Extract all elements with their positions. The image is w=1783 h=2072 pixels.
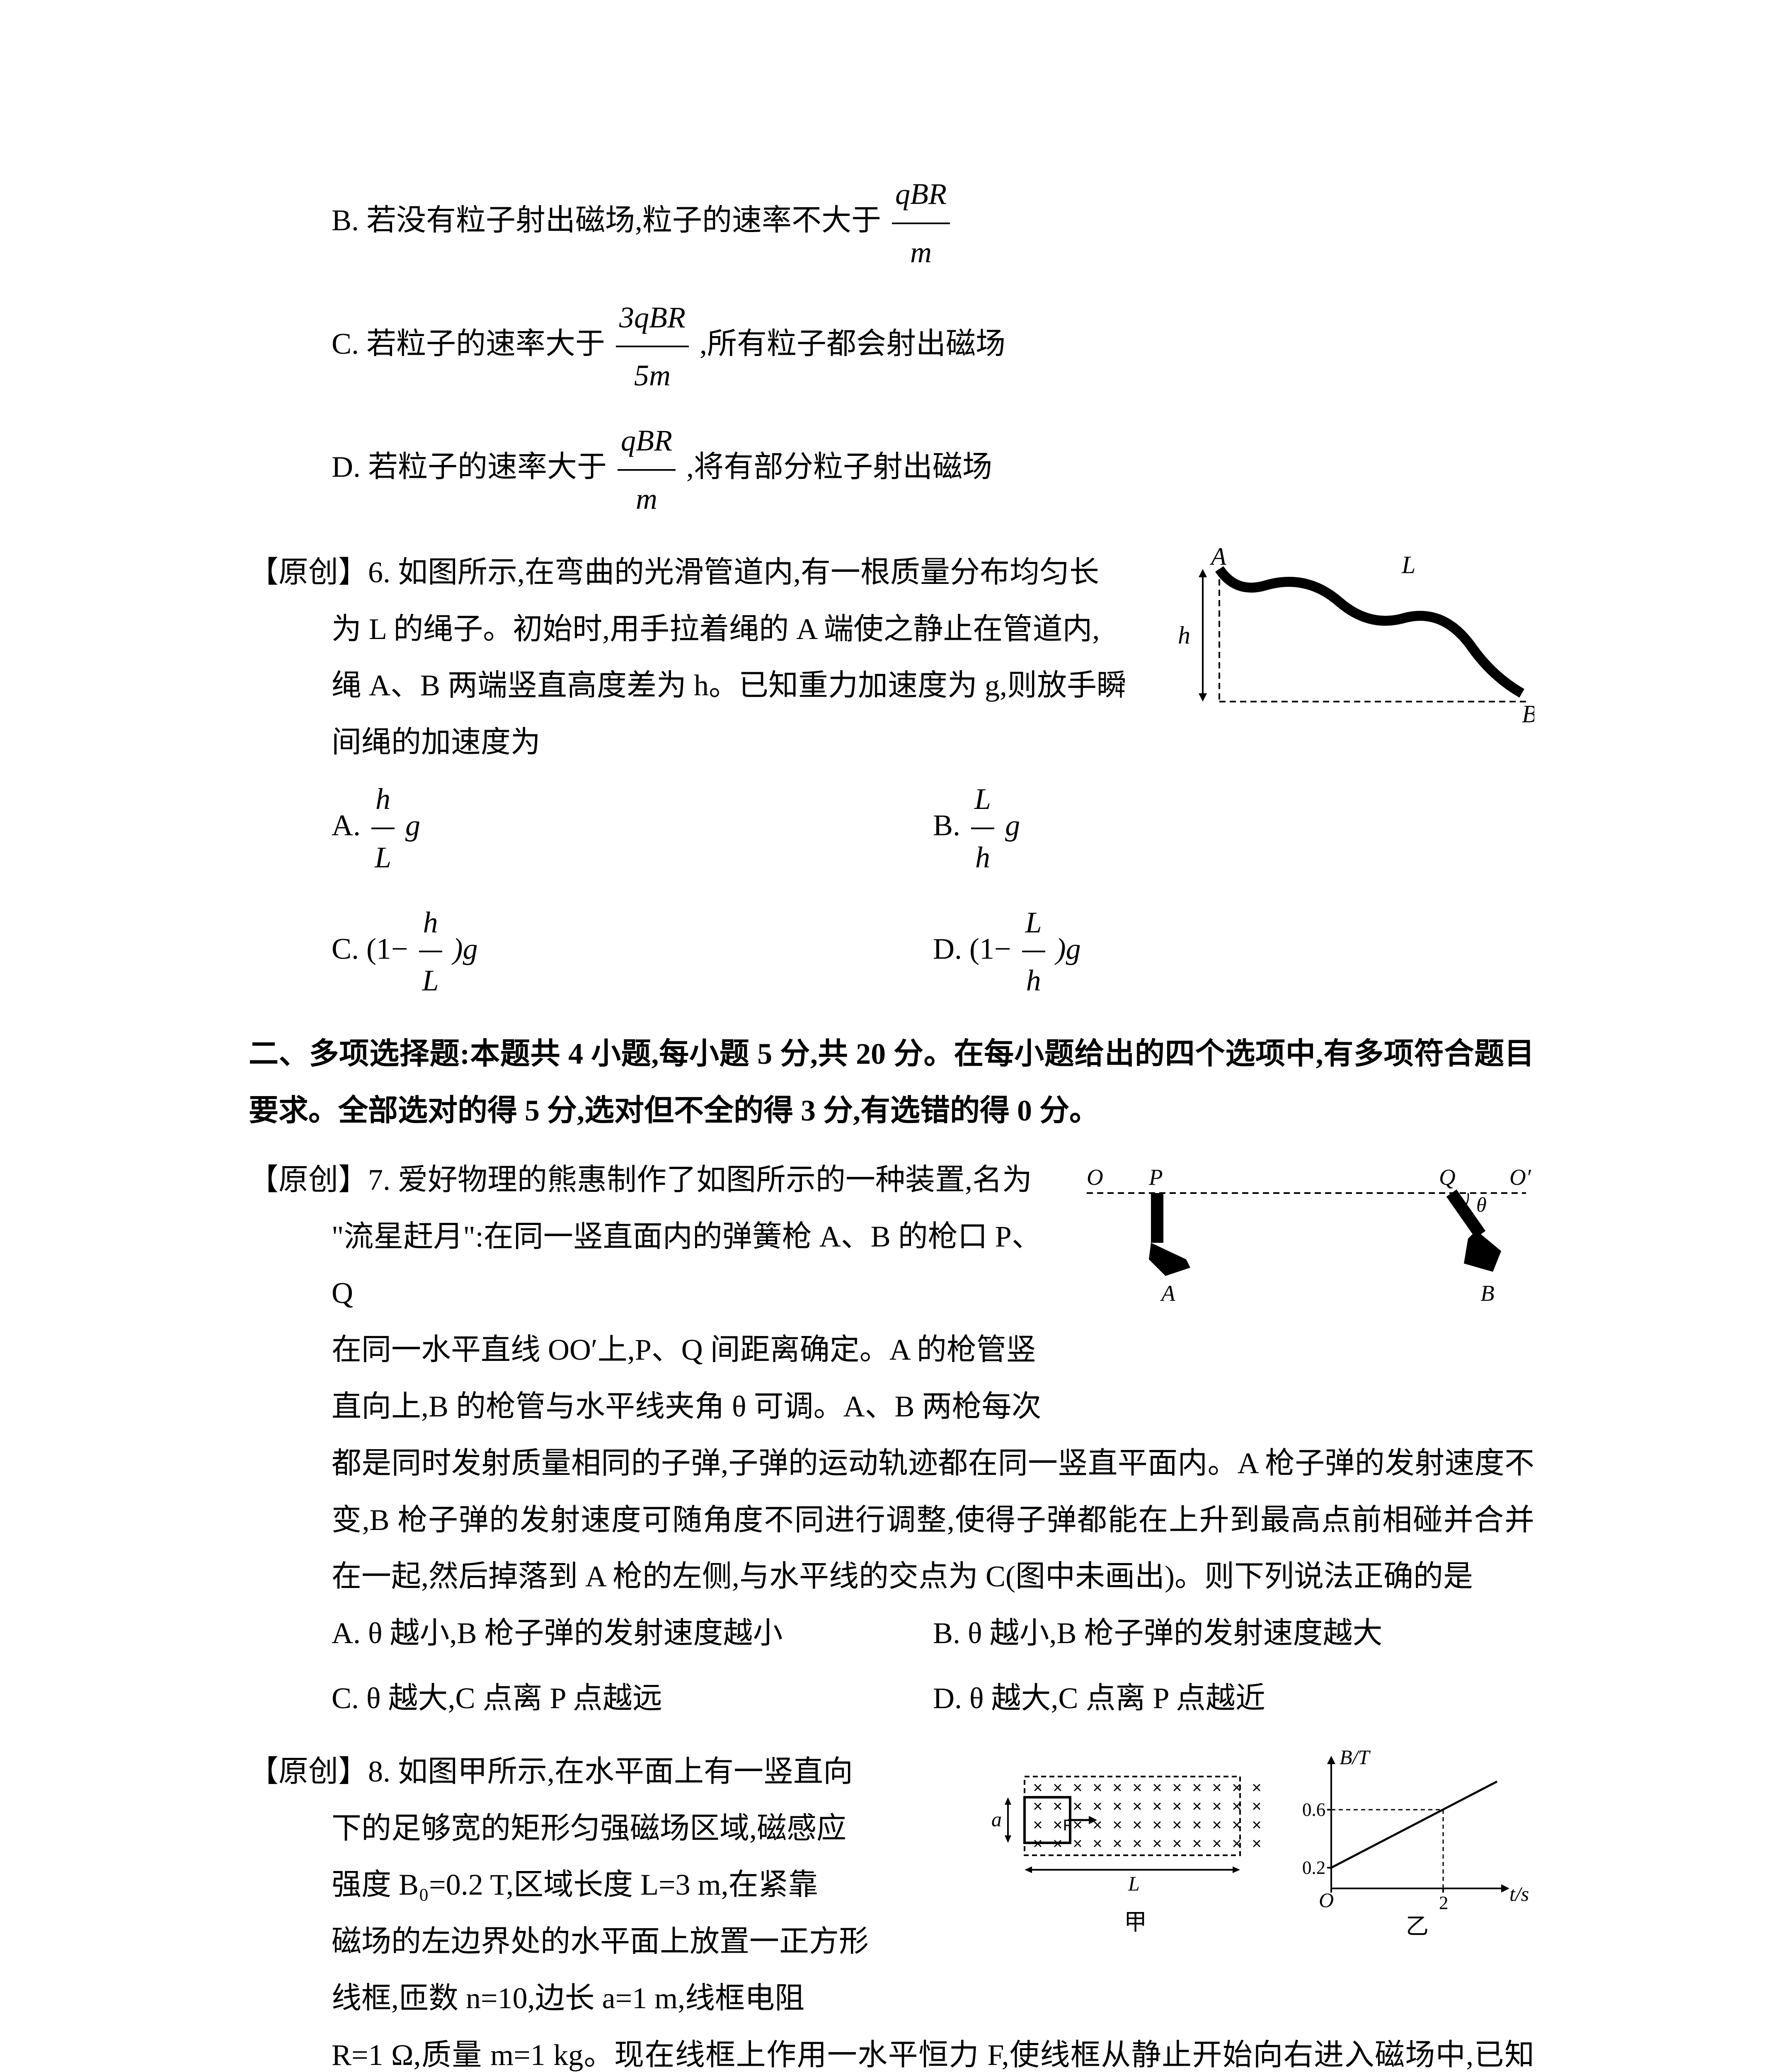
q5-d-tail: ,将有部分粒子射出磁场 (686, 450, 992, 484)
q7-fig-Q: Q (1439, 1164, 1456, 1190)
svg-text:× × × × × × × × × × × ×: × × × × × × × × × × × × (1033, 1836, 1262, 1854)
svg-text:O: O (1319, 1888, 1334, 1912)
q6-line1: 如图所示,在弯曲的光滑管道内,有一根质量分布均匀长 (398, 556, 1099, 589)
q7-line2: "流星赶月":在同一竖直面内的弹簧枪 A、B 的枪口 P、Q (249, 1208, 1062, 1322)
q6-fig-B: B (1522, 700, 1534, 728)
q8: 【原创】8. 如图甲所示,在水平面上有一竖直向 下的足够宽的矩形匀强磁场区域,磁… (249, 1743, 1534, 2072)
svg-text:2: 2 (1439, 1893, 1449, 1913)
q7-option-d: D. θ 越大,C 点离 P 点越近 (933, 1670, 1534, 1727)
q7-fig-A: A (1160, 1280, 1175, 1306)
svg-text:× × × × × × × × × × × ×: × × × × × × × × × × × × (1033, 1798, 1262, 1817)
q7-line1: 爱好物理的熊惠制作了如图所示的一种装置,名为 (398, 1163, 1032, 1196)
svg-text:甲: 甲 (1124, 1910, 1147, 1935)
q7-line3: 在同一水平直线 OO′上,P、Q 间距离确定。A 的枪管竖 (249, 1322, 1062, 1378)
q6-option-b: B. L h g (933, 771, 1534, 886)
q7-tag: 【原创】7. (249, 1163, 398, 1196)
q7-line5: 都是同时发射质量相同的子弹,子弹的运动轨迹都在同一竖直平面内。A 枪子弹的发射速… (249, 1435, 1534, 1605)
svg-text:L: L (1128, 1872, 1140, 1895)
q5-option-d: D. 若粒子的速率大于 qBR m ,将有部分粒子射出磁场 (332, 412, 1534, 528)
q6-arrow-up (1199, 569, 1207, 577)
svg-text:a: a (991, 1808, 1002, 1831)
q8-text-block: 【原创】8. 如图甲所示,在水平面上有一竖直向 下的足够宽的矩形匀强磁场区域,磁… (249, 1743, 958, 2027)
q7-fig-theta: θ (1476, 1193, 1487, 1216)
q8-line5: 线框,匝数 n=10,边长 a=1 m,线框电阻 (249, 1970, 958, 2027)
q5-c-tail: ,所有粒子都会射出磁场 (700, 327, 1005, 360)
svg-text:乙: 乙 (1406, 1914, 1429, 1939)
q7-text-block: 【原创】7. 爱好物理的熊惠制作了如图所示的一种装置,名为 "流星赶月":在同一… (249, 1152, 1062, 1435)
q5-d-text: D. 若粒子的速率大于 (332, 450, 607, 484)
q8-line6: R=1 Ω,质量 m=1 kg。现在线框上作用一水平恒力 F,使线框从静止开始向… (249, 2027, 1534, 2072)
q8-tag: 【原创】8. (249, 1755, 398, 1788)
q6-line3: 绳 A、B 两端竖直高度差为 h。已知重力加速度为 g,则放手瞬 (249, 657, 1145, 714)
q7-option-c: C. θ 越大,C 点离 P 点越远 (332, 1670, 933, 1727)
q8-fig-yi: B/T t/s O 0.2 0.6 2 乙 (1302, 1745, 1529, 1939)
q8-figure: × × × × × × × × × × × × × × × × × × × × … (975, 1743, 1534, 1969)
q8-line2: 下的足够宽的矩形匀强磁场区域,磁感应 (249, 1800, 958, 1857)
q6-option-d: D. (1− L h )g (933, 894, 1534, 1009)
q5-c-fraction: 3qBR 5m (616, 289, 689, 404)
q5-b-text: B. 若没有粒子射出磁场,粒子的速率不大于 (332, 203, 881, 237)
q7-line4: 直向上,B 的枪管与水平线夹角 θ 可调。A、B 两枪每次 (249, 1378, 1062, 1435)
q7-gunA-body (1149, 1243, 1190, 1276)
section2-header: 二、多项选择题:本题共 4 小题,每小题 5 分,共 20 分。在每小题给出的四… (249, 1026, 1534, 1139)
q6-line2: 为 L 的绳子。初始时,用手拉着绳的 A 端使之静止在管道内, (249, 601, 1145, 658)
svg-text:0.2: 0.2 (1302, 1857, 1325, 1878)
q7-option-b: B. θ 越小,B 枪子弹的发射速度越大 (933, 1605, 1534, 1662)
q8-fig-jia: × × × × × × × × × × × × × × × × × × × × … (991, 1777, 1262, 1935)
q6-fig-h: h (1178, 622, 1190, 649)
q6-line4: 间绳的加速度为 (249, 714, 1145, 771)
q6-fig-L: L (1401, 551, 1415, 579)
q6-text-block: 【原创】6. 如图所示,在弯曲的光滑管道内,有一根质量分布均匀长 为 L 的绳子… (249, 544, 1145, 771)
q6-arrow-down (1199, 693, 1207, 702)
q6-fig-A: A (1209, 544, 1226, 570)
q5-c-text: C. 若粒子的速率大于 (332, 327, 605, 360)
q7-figure: O O′ P A Q θ B (1078, 1152, 1534, 1336)
q6-option-a: A. h L g (332, 771, 933, 886)
q6-figure: A L h B (1161, 544, 1534, 749)
q6-option-c: C. (1− h L )g (332, 894, 933, 1009)
q8-line3: 强度 B₀=0.2 T,区域长度 L=3 m,在紧靠 (249, 1857, 958, 1913)
q5-option-c: C. 若粒子的速率大于 3qBR 5m ,所有粒子都会射出磁场 (332, 289, 1534, 404)
q5-b-fraction: qBR m (892, 166, 950, 281)
q7: 【原创】7. 爱好物理的熊惠制作了如图所示的一种装置,名为 "流星赶月":在同一… (249, 1152, 1534, 1727)
q5-d-fraction: qBR m (618, 412, 676, 528)
q8-line4: 磁场的左边界处的水平面上放置一正方形 (249, 1913, 958, 1970)
svg-text:t/s: t/s (1509, 1882, 1529, 1905)
q7-gunB-body (1464, 1230, 1501, 1272)
svg-text:0.6: 0.6 (1302, 1799, 1325, 1820)
q6: 【原创】6. 如图所示,在弯曲的光滑管道内,有一根质量分布均匀长 为 L 的绳子… (249, 544, 1534, 1009)
q6-rope-curve (1219, 569, 1522, 693)
svg-text:× ×F× × × × × × × × × ×: × ×F× × × × × × × × × × (1033, 1817, 1262, 1836)
q7-fig-O: O (1087, 1164, 1103, 1190)
q5-options-continued: B. 若没有粒子射出磁场,粒子的速率不大于 qBR m C. 若粒子的速率大于 … (249, 166, 1534, 528)
q7-fig-P: P (1148, 1164, 1163, 1190)
q7-option-a: A. θ 越小,B 枪子弹的发射速度越小 (332, 1605, 933, 1662)
q8-line1: 如图甲所示,在水平面上有一竖直向 (398, 1755, 853, 1788)
q7-gunA-barrel (1151, 1193, 1163, 1243)
svg-text:B/T: B/T (1340, 1745, 1371, 1769)
q7-fig-Oprime: O′ (1509, 1164, 1531, 1190)
q5-option-b: B. 若没有粒子射出磁场,粒子的速率不大于 qBR m (332, 166, 1534, 281)
svg-text:× × × × × × × × × × × ×: × × × × × × × × × × × × (1033, 1780, 1262, 1798)
q6-tag: 【原创】6. (249, 556, 398, 589)
q7-fig-B: B (1480, 1280, 1495, 1306)
